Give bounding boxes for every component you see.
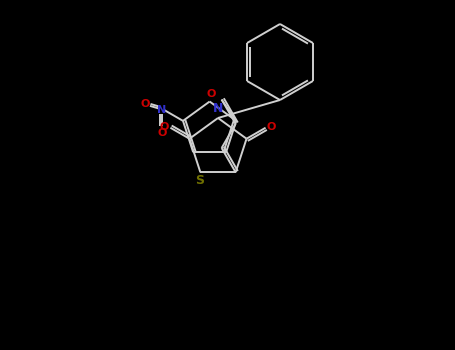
- Text: O: O: [157, 128, 167, 138]
- Text: N: N: [213, 103, 223, 116]
- Text: S: S: [195, 174, 204, 187]
- Text: N: N: [157, 105, 167, 115]
- Text: O: O: [267, 122, 276, 132]
- Text: O: O: [140, 99, 150, 109]
- Text: O: O: [207, 89, 216, 98]
- Text: O: O: [160, 122, 169, 132]
